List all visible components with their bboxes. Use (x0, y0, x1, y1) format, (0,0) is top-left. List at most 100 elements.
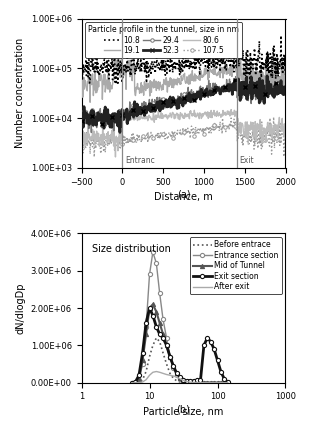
Before entrace (171, 376, 175, 381)
Entrance section (161, 317, 165, 322)
Exit section (185, 378, 189, 384)
Exit section (188, 378, 192, 384)
Exit section (165, 343, 169, 348)
Exit section (137, 373, 141, 378)
Exit section (133, 379, 137, 384)
After exit (161, 371, 165, 376)
Entrance section (188, 379, 192, 384)
Mid of Tunnel (182, 378, 185, 383)
Before entrace (133, 380, 137, 385)
Entrance section (144, 324, 148, 329)
Mid of Tunnel (155, 309, 158, 314)
Y-axis label: dN/dlogDp: dN/dlogDp (15, 282, 25, 334)
Line: Exit section: Exit section (130, 306, 230, 385)
Before entrace (202, 380, 206, 385)
Entrance section (199, 380, 202, 385)
Before entrace (144, 369, 148, 374)
Mid of Tunnel (168, 354, 172, 359)
After exit (206, 380, 209, 385)
Entrance section (151, 249, 155, 254)
Before entrace (212, 380, 216, 385)
Before entrace (226, 380, 230, 385)
Before entrace (216, 380, 219, 385)
After exit (216, 380, 219, 385)
Mid of Tunnel (185, 379, 189, 384)
Before entrace (199, 380, 202, 385)
Exit section (168, 354, 172, 359)
Line: After exit: After exit (132, 372, 228, 383)
Exit section (212, 346, 216, 352)
Entrance section (133, 380, 137, 385)
Entrance section (206, 380, 209, 385)
Entrance section (171, 365, 175, 370)
Exit section (131, 380, 134, 385)
Y-axis label: Number concentration: Number concentration (15, 38, 25, 148)
Mid of Tunnel (199, 380, 202, 385)
Mid of Tunnel (216, 380, 219, 385)
Before entrace (131, 380, 134, 385)
Line: Before entrace: Before entrace (132, 338, 228, 383)
Entrance section (168, 354, 172, 359)
After exit (158, 370, 161, 375)
Exit section (222, 376, 226, 381)
Exit section (158, 332, 161, 337)
After exit (137, 380, 141, 385)
After exit (144, 377, 148, 382)
Mid of Tunnel (161, 332, 165, 337)
Entrance section (182, 378, 185, 384)
Exit section (216, 358, 219, 363)
Before entrace (155, 335, 158, 340)
Exit section (151, 313, 155, 318)
After exit (175, 375, 179, 380)
Exit section (219, 369, 223, 374)
Exit section (206, 335, 209, 340)
Entrance section (178, 376, 182, 381)
Before entrace (209, 380, 212, 385)
Entrance section (212, 380, 216, 385)
Exit section (144, 321, 148, 326)
Text: Size distribution: Size distribution (92, 244, 171, 254)
Mid of Tunnel (165, 343, 169, 348)
Text: Entranc: Entranc (125, 156, 155, 165)
Before entrace (141, 377, 144, 382)
Before entrace (158, 339, 161, 344)
Before entrace (168, 371, 172, 376)
Mid of Tunnel (195, 380, 199, 385)
Before entrace (195, 380, 199, 385)
Text: (b): (b) (177, 405, 190, 415)
Exit section (182, 377, 185, 382)
After exit (148, 373, 151, 378)
After exit (133, 380, 137, 385)
Text: (a): (a) (177, 190, 190, 200)
Mid of Tunnel (202, 380, 206, 385)
Before entrace (192, 380, 196, 385)
X-axis label: Particle size, nm: Particle size, nm (143, 407, 224, 417)
After exit (226, 380, 230, 385)
Mid of Tunnel (219, 380, 223, 385)
Exit section (148, 305, 151, 311)
Entrance section (137, 377, 141, 382)
After exit (212, 380, 216, 385)
After exit (192, 380, 196, 385)
Before entrace (188, 380, 192, 385)
Entrance section (155, 260, 158, 266)
Entrance section (141, 362, 144, 367)
After exit (151, 370, 155, 375)
Entrance section (226, 380, 230, 385)
Before entrace (148, 354, 151, 359)
Entrance section (222, 380, 226, 385)
Entrance section (158, 291, 161, 296)
Text: Exit: Exit (239, 156, 254, 165)
Before entrace (165, 362, 169, 367)
Mid of Tunnel (226, 380, 230, 385)
After exit (188, 380, 192, 385)
After exit (168, 373, 172, 378)
Mid of Tunnel (178, 375, 182, 381)
Mid of Tunnel (144, 332, 148, 337)
Entrance section (216, 380, 219, 385)
Legend: Before entrace, Entrance section, Mid of Tunnel, Exit section, After exit: Before entrace, Entrance section, Mid of… (190, 237, 282, 295)
Exit section (202, 343, 206, 348)
Entrance section (192, 380, 196, 385)
Exit section (175, 371, 179, 376)
Line: Mid of Tunnel: Mid of Tunnel (130, 302, 230, 385)
